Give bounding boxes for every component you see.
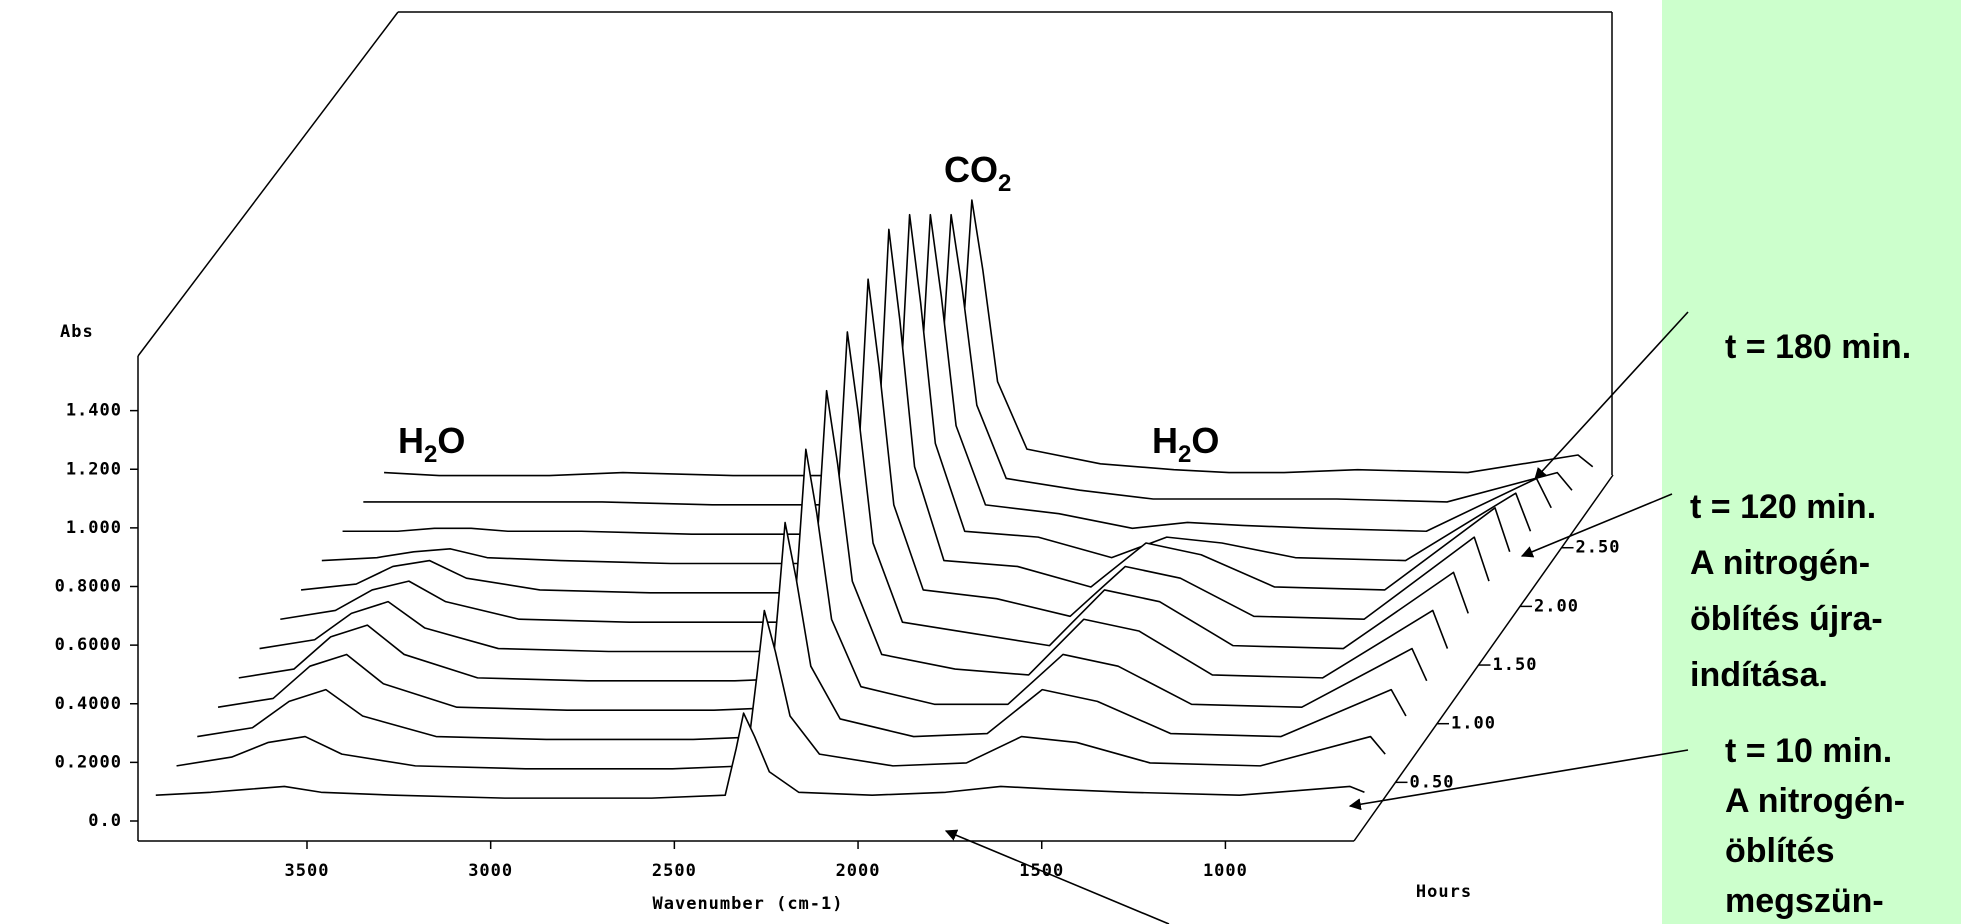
y-axis-label: Abs: [60, 322, 94, 342]
labels: 0.0 0.2000 0.4000 0.6000 0.8000 1.000 1.200 1.4…: [55, 149, 1911, 924]
trace-line: [259, 331, 1469, 653]
trace-fill: [218, 449, 1427, 718]
trace: [363, 213, 1573, 512]
trace-line: [238, 389, 1449, 682]
trace-line: [363, 213, 1573, 506]
trace-line: [384, 199, 1594, 477]
x-tick-label: 2500: [652, 861, 697, 881]
annotation: CO2: [944, 149, 1011, 197]
trace-fill: [238, 390, 1448, 688]
callout-line: öblítés újra-: [1690, 600, 1883, 638]
annotation-part: O: [1191, 420, 1219, 461]
x-tick-label: 2000: [836, 861, 881, 881]
trace: [280, 278, 1490, 630]
x-axis-label: Wavenumber (cm-1): [653, 894, 844, 914]
arrow: [1534, 311, 1689, 480]
traces: [155, 199, 1594, 806]
trace: [155, 712, 1365, 806]
y-tick-label: 1.000: [66, 518, 122, 538]
annotation-part: 2: [998, 170, 1011, 197]
trace-line: [300, 228, 1511, 594]
trace: [300, 228, 1511, 600]
annotation: H2O: [1152, 420, 1219, 468]
trace-fill: [321, 214, 1531, 571]
trace: [259, 331, 1469, 659]
z-axis-label: Hours: [1416, 882, 1472, 902]
y-tick-label: 0.2000: [55, 752, 122, 772]
y-tick-label: 1.200: [66, 459, 122, 479]
annotation-part: 2: [424, 441, 437, 468]
trace-fill: [197, 522, 1406, 747]
callout-line: megszün-: [1725, 882, 1884, 920]
trace: [197, 521, 1407, 747]
callout-line: A nitrogén-: [1690, 544, 1870, 582]
z-tick-label: 0.50: [1410, 772, 1455, 792]
trace-fill: [301, 229, 1510, 600]
trace: [238, 389, 1449, 688]
x-tick-label: 3500: [285, 861, 330, 881]
arrow: [1348, 749, 1689, 811]
annotation-part: H: [398, 420, 424, 461]
z-tick-label: 2.50: [1576, 538, 1621, 558]
y-tick-label: 0.6000: [55, 635, 122, 655]
annotation-part: O: [437, 420, 465, 461]
trace-line: [155, 712, 1365, 799]
trace: [321, 213, 1532, 571]
trace-line: [280, 278, 1490, 623]
callout-line: öblítés: [1725, 832, 1835, 870]
trace-fill: [155, 713, 1365, 806]
annotation-part: 2: [1178, 441, 1191, 468]
annotation-part: CO: [944, 149, 998, 190]
y-tick-label: 0.8000: [55, 577, 122, 597]
trace-line: [217, 448, 1428, 711]
trace: [342, 213, 1552, 542]
annotation-part: H: [1152, 420, 1178, 461]
arrow: [1520, 493, 1673, 558]
x-tick-label: 1000: [1203, 861, 1248, 881]
trace-line: [342, 213, 1552, 535]
callout-line: indítása.: [1690, 656, 1828, 694]
trace-line: [176, 609, 1386, 770]
trace: [384, 199, 1594, 483]
trace-fill: [363, 214, 1572, 512]
annotation: H2O: [398, 420, 465, 468]
trace-fill: [384, 199, 1593, 483]
trace: [176, 609, 1386, 776]
trace-line: [197, 521, 1407, 741]
z-tick-label: 1.50: [1493, 655, 1538, 675]
trace-fill: [176, 610, 1386, 776]
trace-line: [321, 213, 1532, 565]
callout-line: A nitrogén-: [1725, 782, 1905, 820]
trace-fill: [342, 214, 1552, 542]
x-tick-label: 3000: [468, 861, 513, 881]
y-tick-label: 0.0: [88, 811, 122, 831]
trace-fill: [259, 331, 1469, 659]
side-panel: [1662, 0, 1961, 924]
z-tick-label: 2.00: [1534, 596, 1579, 616]
callout-line: t = 180 min.: [1725, 328, 1911, 366]
y-tick-label: 1.400: [66, 401, 122, 421]
z-tick-label: 1.00: [1451, 714, 1496, 734]
trace-fill: [280, 279, 1489, 630]
trace: [217, 448, 1428, 718]
y-tick-label: 0.4000: [55, 694, 122, 714]
arrow: [944, 829, 1170, 924]
callout-line: t = 120 min.: [1690, 488, 1876, 526]
callout-line: t = 10 min.: [1725, 732, 1892, 770]
